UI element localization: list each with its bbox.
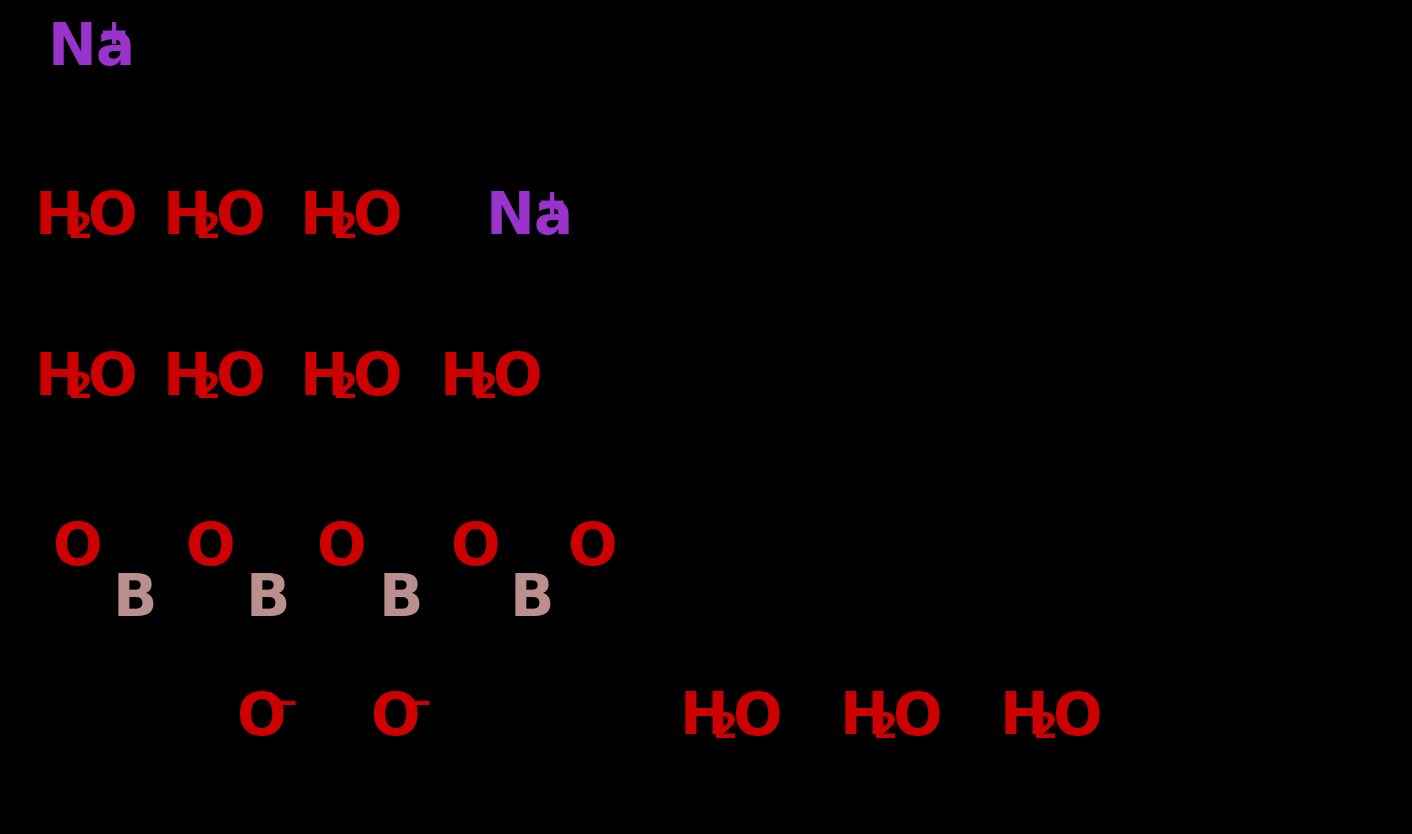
- Text: B: B: [246, 571, 291, 629]
- Text: O: O: [316, 520, 366, 576]
- Text: B: B: [378, 571, 424, 629]
- Text: O: O: [185, 520, 234, 576]
- Text: 2: 2: [873, 711, 897, 745]
- Text: O: O: [568, 520, 617, 576]
- Text: 2: 2: [332, 211, 357, 245]
- Text: H: H: [162, 189, 212, 247]
- Text: O: O: [731, 690, 781, 746]
- Text: H: H: [299, 349, 349, 406]
- Text: O: O: [491, 349, 541, 406]
- Text: −: −: [402, 687, 432, 721]
- Text: O: O: [215, 189, 264, 247]
- Text: O: O: [215, 349, 264, 406]
- Text: H: H: [441, 349, 489, 406]
- Text: 2: 2: [195, 371, 220, 405]
- Text: 2: 2: [1032, 711, 1058, 745]
- Text: O: O: [352, 349, 401, 406]
- Text: H: H: [35, 189, 83, 247]
- Text: O: O: [236, 690, 285, 746]
- Text: 2: 2: [195, 211, 220, 245]
- Text: O: O: [370, 690, 419, 746]
- Text: 2: 2: [66, 211, 92, 245]
- Text: B: B: [510, 571, 555, 629]
- Text: B: B: [113, 571, 158, 629]
- Text: 2: 2: [712, 711, 737, 745]
- Text: H: H: [162, 349, 212, 406]
- Text: O: O: [88, 189, 137, 247]
- Text: O: O: [450, 520, 500, 576]
- Text: O: O: [1052, 690, 1101, 746]
- Text: H: H: [299, 189, 349, 247]
- Text: H: H: [840, 690, 890, 746]
- Text: O: O: [892, 690, 942, 746]
- Text: H: H: [35, 349, 83, 406]
- Text: +: +: [537, 187, 566, 221]
- Text: H: H: [1000, 690, 1049, 746]
- Text: Na: Na: [48, 19, 136, 77]
- Text: O: O: [352, 189, 401, 247]
- Text: −: −: [268, 687, 298, 721]
- Text: Na: Na: [486, 189, 575, 247]
- Text: 2: 2: [332, 371, 357, 405]
- Text: 2: 2: [66, 371, 92, 405]
- Text: H: H: [681, 690, 729, 746]
- Text: 2: 2: [472, 371, 497, 405]
- Text: O: O: [52, 520, 102, 576]
- Text: O: O: [88, 349, 137, 406]
- Text: +: +: [97, 17, 128, 51]
